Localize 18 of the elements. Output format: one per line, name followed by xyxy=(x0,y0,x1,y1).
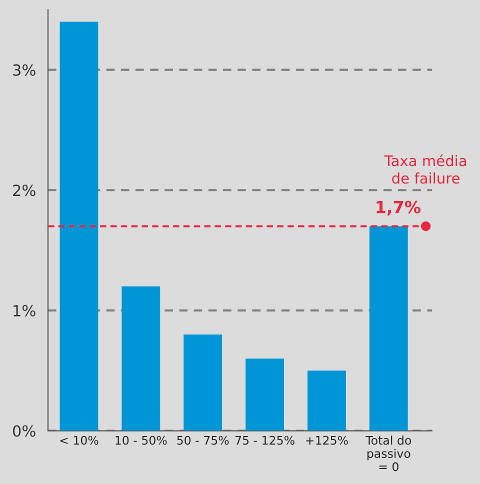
x-tick-label: < 10% xyxy=(60,436,98,445)
ref-line-label: Taxa média de failure xyxy=(384,154,466,184)
x-tick-label: +125% xyxy=(306,436,348,445)
x-tick-label: 75 - 125% xyxy=(235,436,294,445)
bar xyxy=(184,334,222,431)
bar xyxy=(308,370,346,431)
x-tick-label: Total do passivo = 0 xyxy=(366,436,412,472)
bar xyxy=(60,22,98,431)
x-tick-label: 10 - 50% xyxy=(116,436,167,445)
y-tick-label: 2% xyxy=(13,184,36,196)
x-tick-label: 50 - 75% xyxy=(177,436,229,445)
y-tick-label: 0% xyxy=(12,425,36,437)
y-tick-label: 1% xyxy=(14,304,36,316)
bar xyxy=(122,286,160,431)
y-tick-label: 3% xyxy=(13,64,36,76)
bar xyxy=(246,358,284,431)
annotation: 1,7% xyxy=(376,200,421,216)
bar xyxy=(369,226,408,431)
